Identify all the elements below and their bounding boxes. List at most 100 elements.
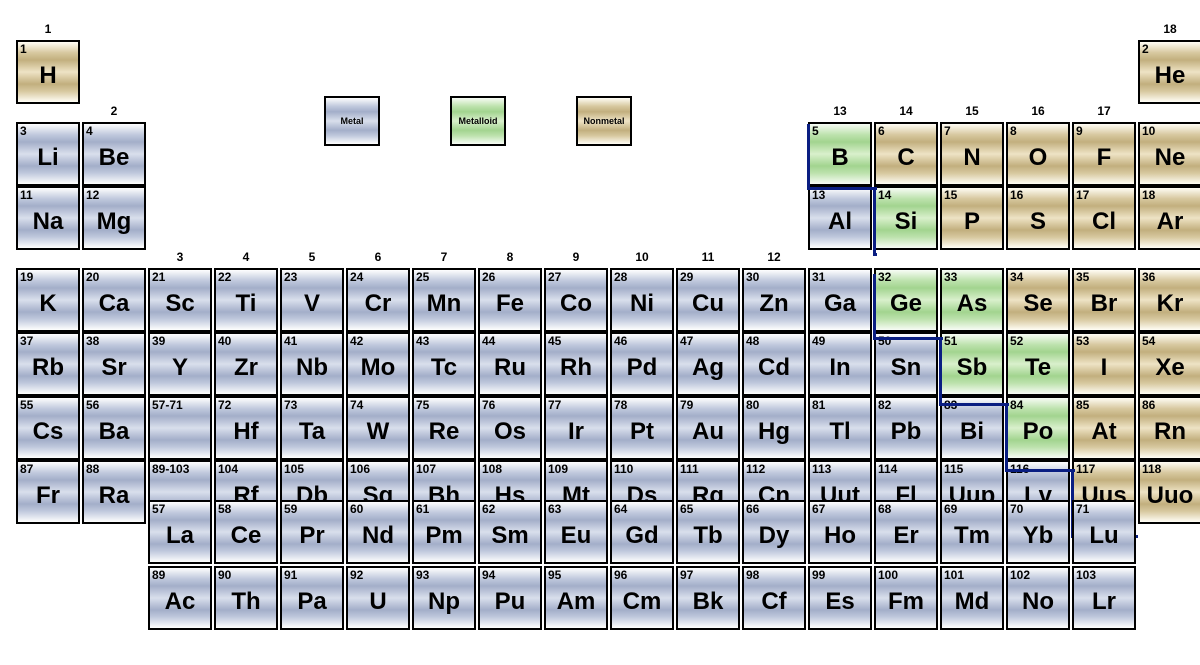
atomic-number: 57-71 (152, 398, 183, 412)
group-label-2: 2 (82, 104, 146, 122)
group-label-17: 17 (1072, 104, 1136, 122)
atomic-number: 65 (680, 502, 693, 516)
element-symbol: Co (546, 292, 606, 316)
group-label-13: 13 (808, 104, 872, 122)
group-label-5: 5 (280, 250, 344, 268)
atomic-number: 83 (944, 398, 957, 412)
atomic-number: 12 (86, 188, 99, 202)
atomic-number: 36 (1142, 270, 1155, 284)
element-cell-Y: 39Y (148, 332, 212, 396)
atomic-number: 60 (350, 502, 363, 516)
atomic-number: 4 (86, 124, 93, 138)
element-symbol: Fr (18, 484, 78, 508)
element-cell-Yb: 70Yb (1006, 500, 1070, 564)
atomic-number: 37 (20, 334, 33, 348)
atomic-number: 116 (1010, 462, 1029, 476)
atomic-number: 2 (1142, 42, 1149, 56)
atomic-number: 70 (1010, 502, 1023, 516)
group-label-14: 14 (874, 104, 938, 122)
atomic-number: 71 (1076, 502, 1089, 516)
element-symbol: F (1074, 146, 1134, 170)
group-label-18: 18 (1138, 22, 1200, 40)
atomic-number: 89-103 (152, 462, 189, 476)
element-symbol: Eu (546, 524, 606, 548)
element-cell-Bi: 83Bi (940, 396, 1004, 460)
element-symbol: Sm (480, 524, 540, 548)
element-symbol: Mn (414, 292, 474, 316)
element-cell-Hf: 72Hf (214, 396, 278, 460)
element-symbol: Cu (678, 292, 738, 316)
group-label-15: 15 (940, 104, 1004, 122)
element-cell-B: 5B (808, 122, 872, 186)
element-symbol: Cs (18, 420, 78, 444)
atomic-number: 51 (944, 334, 957, 348)
element-symbol: Lu (1074, 524, 1134, 548)
element-symbol: Sb (942, 356, 1002, 380)
atomic-number: 23 (284, 270, 297, 284)
element-symbol: Cm (612, 590, 672, 614)
element-cell-Tb: 65Tb (676, 500, 740, 564)
atomic-number: 48 (746, 334, 759, 348)
element-symbol: Ac (150, 590, 210, 614)
atomic-number: 52 (1010, 334, 1023, 348)
atomic-number: 66 (746, 502, 759, 516)
element-symbol: Th (216, 590, 276, 614)
atomic-number: 22 (218, 270, 231, 284)
element-symbol: Pu (480, 590, 540, 614)
element-cell-As: 33As (940, 268, 1004, 332)
element-symbol: Lr (1074, 590, 1134, 614)
element-symbol: Ni (612, 292, 672, 316)
element-cell-Dy: 66Dy (742, 500, 806, 564)
element-symbol: Br (1074, 292, 1134, 316)
element-symbol: Re (414, 420, 474, 444)
atomic-number: 24 (350, 270, 363, 284)
element-symbol: At (1074, 420, 1134, 444)
periodic-table-row: 1H2He (16, 40, 1184, 104)
element-cell-Gd: 64Gd (610, 500, 674, 564)
group-labels-row1: 118 (16, 22, 1184, 40)
atomic-number: 47 (680, 334, 693, 348)
element-cell-Os: 76Os (478, 396, 542, 460)
atomic-number: 32 (878, 270, 891, 284)
atomic-number: 29 (680, 270, 693, 284)
element-symbol: H (18, 64, 78, 88)
atomic-number: 14 (878, 188, 891, 202)
atomic-number: 3 (20, 124, 27, 138)
atomic-number: 43 (416, 334, 429, 348)
element-cell-Mo: 42Mo (346, 332, 410, 396)
element-cell-Cs: 55Cs (16, 396, 80, 460)
atomic-number: 89 (152, 568, 165, 582)
atomic-number: 96 (614, 568, 627, 582)
atomic-number: 74 (350, 398, 363, 412)
atomic-number: 28 (614, 270, 627, 284)
atomic-number: 95 (548, 568, 561, 582)
element-symbol: P (942, 210, 1002, 234)
atomic-number: 112 (746, 462, 765, 476)
atomic-number: 76 (482, 398, 495, 412)
element-cell-Sn: 50Sn (874, 332, 938, 396)
element-cell-Cl: 17Cl (1072, 186, 1136, 250)
element-symbol: Es (810, 590, 870, 614)
element-cell-No: 102No (1006, 566, 1070, 630)
group-label-16: 16 (1006, 104, 1070, 122)
atomic-number: 115 (944, 462, 963, 476)
element-cell-La: 57La (148, 500, 212, 564)
atomic-number: 87 (20, 462, 33, 476)
element-symbol: Cd (744, 356, 804, 380)
element-symbol: Ta (282, 420, 342, 444)
element-symbol: U (348, 590, 408, 614)
element-symbol: He (1140, 64, 1200, 88)
element-cell-Ca: 20Ca (82, 268, 146, 332)
element-cell-Bk: 97Bk (676, 566, 740, 630)
element-cell-Zr: 40Zr (214, 332, 278, 396)
element-cell-Np: 93Np (412, 566, 476, 630)
element-symbol: Cr (348, 292, 408, 316)
atomic-number: 94 (482, 568, 495, 582)
element-symbol: Y (150, 356, 210, 380)
element-cell-Si: 14Si (874, 186, 938, 250)
element-symbol: Po (1008, 420, 1068, 444)
atomic-number: 8 (1010, 124, 1017, 138)
element-symbol: Ho (810, 524, 870, 548)
element-cell-Re: 75Re (412, 396, 476, 460)
element-symbol: Ar (1140, 210, 1200, 234)
